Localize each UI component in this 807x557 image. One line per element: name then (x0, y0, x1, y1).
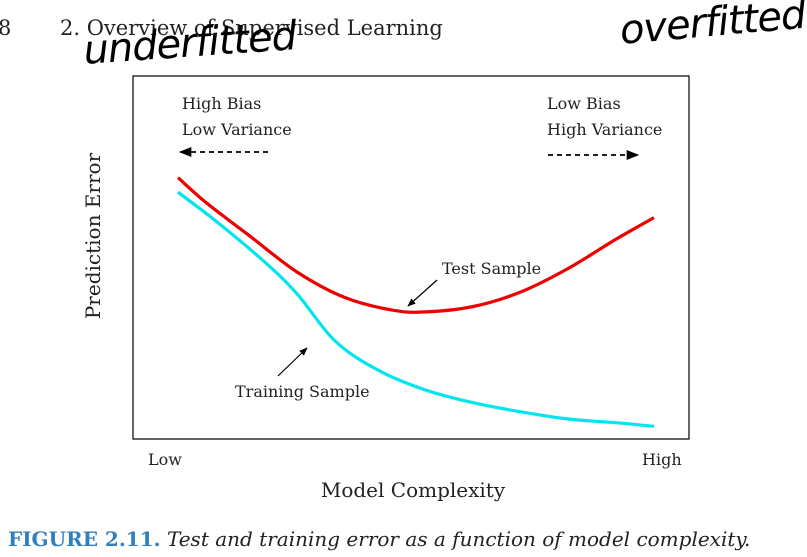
training-sample-label: Training Sample (235, 382, 370, 401)
figure-caption-label: FIGURE 2.11. (8, 527, 161, 551)
x-axis-label: Model Complexity (321, 478, 506, 502)
figure-caption-text: Test and training error as a function of… (166, 527, 751, 551)
plot-frame (132, 75, 690, 440)
region-label-right-2: High Variance (547, 120, 662, 139)
x-tick-low: Low (148, 450, 182, 469)
training-sample-curve (177, 190, 655, 428)
region-label-right-1: Low Bias (547, 94, 621, 113)
training-sample-pointer (277, 347, 308, 377)
region-label-left-2: Low Variance (182, 120, 292, 139)
test-sample-label: Test Sample (442, 259, 541, 278)
x-tick-high: High (642, 450, 682, 469)
y-axis-label: Prediction Error (81, 152, 105, 319)
test-sample-pointer (407, 279, 438, 307)
running-head: 2. Overview of Supervised Learning (60, 16, 443, 40)
figure-caption: FIGURE 2.11. Test and training error as … (8, 527, 750, 551)
region-label-left-1: High Bias (182, 94, 261, 113)
test-sample-curve (176, 176, 655, 314)
page-number: 8 (0, 16, 12, 40)
